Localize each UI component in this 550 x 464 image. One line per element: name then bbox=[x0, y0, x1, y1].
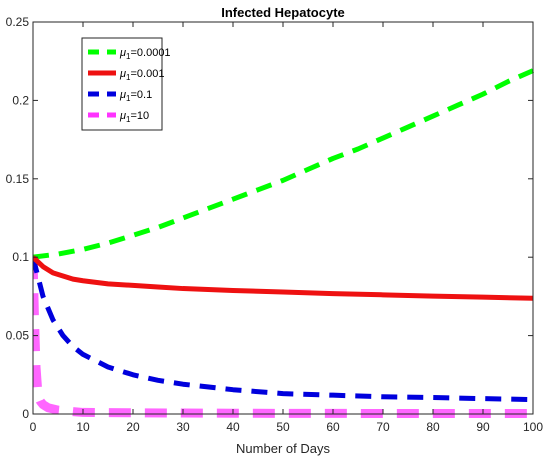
y-tick-label: 0.2 bbox=[12, 93, 29, 107]
x-tick-label: 50 bbox=[276, 420, 290, 434]
y-tick-label: 0.15 bbox=[6, 172, 30, 186]
series-line bbox=[33, 257, 533, 418]
x-axis-label: Number of Days bbox=[236, 441, 330, 456]
legend-item: μ1=0.1 bbox=[88, 89, 152, 103]
legend-item: μ1=0.001 bbox=[88, 68, 164, 82]
x-tick-label: 40 bbox=[226, 420, 240, 434]
x-tick-label: 100 bbox=[523, 420, 543, 434]
x-tick-label: 20 bbox=[126, 420, 140, 434]
series-line bbox=[33, 68, 535, 260]
legend: μ1=0.0001 μ1=0.001 μ1=0.1 μ1=10 bbox=[81, 37, 171, 131]
x-tick-label: 60 bbox=[326, 420, 340, 434]
y-tick-label: 0 bbox=[22, 407, 29, 421]
x-tick-label: 10 bbox=[76, 420, 90, 434]
x-axis: 0 10 20 30 40 50 60 70 80 90 100 bbox=[30, 22, 543, 434]
chart-title: Infected Hepatocyte bbox=[221, 5, 345, 20]
y-axis: 0 0.05 0.1 0.15 0.2 0.25 bbox=[6, 15, 533, 421]
x-tick-label: 30 bbox=[176, 420, 190, 434]
series-line bbox=[33, 255, 534, 301]
x-tick-label: 70 bbox=[376, 420, 390, 434]
legend-label: μ1=0.0001 bbox=[119, 47, 171, 61]
y-tick-label: 0.25 bbox=[6, 15, 30, 29]
legend-item: μ1=10 bbox=[88, 110, 149, 124]
x-tick-label: 90 bbox=[476, 420, 490, 434]
legend-label: μ1=0.1 bbox=[119, 89, 152, 103]
legend-item: μ1=0.0001 bbox=[88, 47, 171, 61]
x-tick-label: 80 bbox=[426, 420, 440, 434]
legend-label: μ1=0.001 bbox=[119, 68, 164, 82]
y-tick-label: 0.1 bbox=[12, 250, 29, 264]
series-line bbox=[33, 256, 534, 403]
x-tick-label: 0 bbox=[30, 420, 37, 434]
legend-label: μ1=10 bbox=[119, 110, 149, 124]
y-tick-label: 0.05 bbox=[6, 329, 30, 343]
